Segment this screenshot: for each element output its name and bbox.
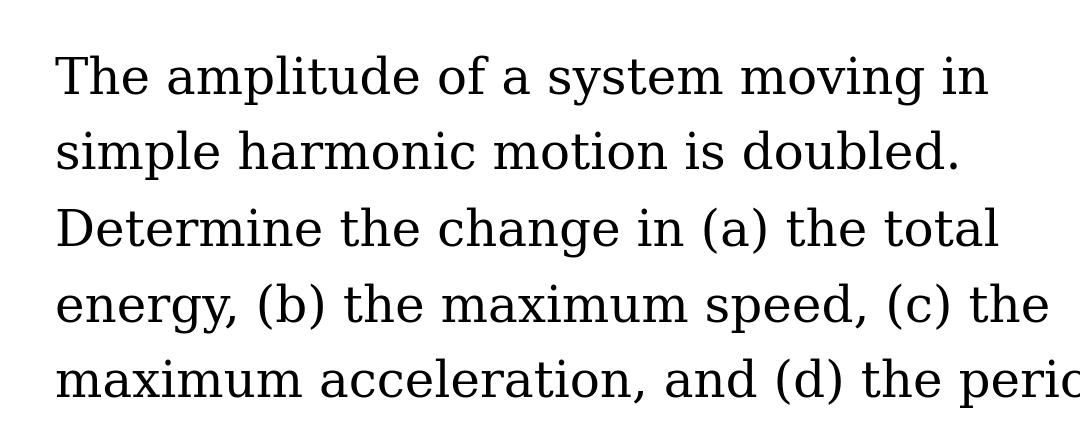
Text: simple harmonic motion is doubled.: simple harmonic motion is doubled. bbox=[55, 131, 961, 181]
Text: Determine the change in (a) the total: Determine the change in (a) the total bbox=[55, 207, 1000, 257]
Text: energy, (b) the maximum speed, (c) the: energy, (b) the maximum speed, (c) the bbox=[55, 283, 1051, 333]
Text: maximum acceleration, and (d) the period.: maximum acceleration, and (d) the period… bbox=[55, 359, 1080, 409]
Text: The amplitude of a system moving in: The amplitude of a system moving in bbox=[55, 55, 989, 105]
